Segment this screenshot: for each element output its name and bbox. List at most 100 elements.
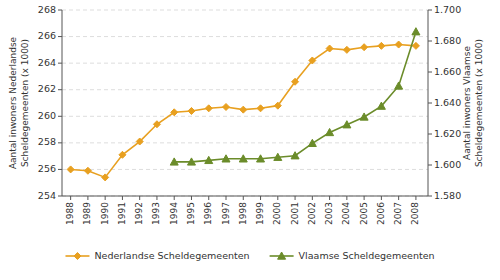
y-tick-label: 264: [38, 57, 56, 68]
data-point: [343, 121, 351, 128]
chart: 2542562582602622642662681.5801.6001.6201…: [0, 0, 500, 280]
data-point: [326, 45, 333, 52]
data-point: [205, 105, 212, 112]
x-tick-label: 1992: [134, 202, 144, 225]
x-tick: [122, 196, 123, 200]
y2-tick: [428, 196, 432, 197]
y-axis-label-group: Aantal inwoners NederlandseScheldegemeen…: [8, 36, 30, 169]
grid-line: [62, 63, 428, 64]
y2-tick-label: 1.580: [434, 190, 461, 201]
data-point: [102, 174, 109, 181]
x-tick-label: 1997: [221, 202, 231, 225]
data-point: [274, 153, 282, 160]
data-point: [291, 152, 299, 159]
x-tick: [364, 196, 365, 200]
data-point: [395, 82, 403, 89]
y2-tick-label: 1.620: [434, 128, 461, 139]
y-tick: [58, 169, 62, 170]
data-point: [361, 44, 368, 51]
x-tick-label: 1999: [255, 202, 265, 225]
y-tick-label: 268: [38, 4, 56, 15]
y2-tick: [428, 10, 432, 11]
series: [170, 28, 420, 165]
x-tick: [312, 196, 313, 200]
y2-tick-label: 1.680: [434, 35, 461, 46]
data-point: [395, 41, 402, 48]
x-tick: [295, 196, 296, 200]
data-point: [377, 102, 385, 109]
x-tick-label: 2006: [376, 202, 386, 225]
x-tick-label: 2008: [410, 202, 420, 225]
x-tick: [87, 196, 88, 200]
y2-tick-label: 1.700: [434, 4, 461, 15]
y2-tick: [428, 134, 432, 135]
x-axis-line: [62, 196, 428, 197]
x-tick-label: 1995: [186, 202, 196, 225]
legend-marker: [278, 252, 286, 259]
data-point: [84, 167, 91, 174]
y2-tick-label: 1.660: [434, 66, 461, 77]
data-point: [188, 107, 195, 114]
grid-line: [62, 142, 428, 143]
y2-tick: [428, 165, 432, 166]
y2-tick-label: 1.600: [434, 159, 461, 170]
data-point: [292, 78, 299, 85]
x-tick: [381, 196, 382, 200]
plot-area: [67, 28, 420, 181]
x-tick-label: 1988: [65, 202, 75, 225]
x-tick-label: 2000: [272, 202, 282, 225]
grid: [62, 10, 428, 196]
x-tick: [191, 196, 192, 200]
y-tick-label: 262: [38, 83, 56, 94]
x-tick-label: 2004: [341, 202, 351, 225]
x-tick-label: 2003: [324, 202, 334, 225]
x-tick: [260, 196, 261, 200]
data-point: [412, 42, 419, 49]
y-tick: [58, 36, 62, 37]
x-tick: [243, 196, 244, 200]
y2-axis-label-line: Scheldegemeenten (x 1000): [474, 39, 484, 167]
data-point: [223, 103, 230, 110]
x-tick-label: 1998: [238, 202, 248, 225]
y-tick-label: 266: [38, 30, 56, 41]
y-tick-label: 254: [38, 190, 56, 201]
data-point: [222, 155, 230, 162]
y2-tick: [428, 72, 432, 73]
y-tick: [58, 196, 62, 197]
data-point: [412, 28, 420, 35]
legend-label: Nederlandse Scheldegemeenten: [94, 250, 249, 261]
x-tick-label: 2001: [290, 202, 300, 225]
x-tick: [139, 196, 140, 200]
x-tick-label: 1994: [169, 202, 179, 225]
data-point: [378, 42, 385, 49]
x-tick: [415, 196, 416, 200]
series-line: [71, 45, 416, 178]
x-tick: [226, 196, 227, 200]
x-tick-label: 1990: [100, 202, 110, 225]
data-point: [274, 102, 281, 109]
data-point: [170, 158, 178, 165]
data-point: [119, 151, 126, 158]
background: [0, 0, 500, 280]
y-tick: [58, 63, 62, 64]
y-axis-line: [62, 10, 63, 196]
grid-line: [62, 116, 428, 117]
x-tick-label: 1996: [203, 202, 213, 225]
legend-label: Vlaamse Scheldegemeenten: [299, 250, 435, 261]
x-tick: [174, 196, 175, 200]
data-point: [136, 138, 143, 145]
y-tick: [58, 142, 62, 143]
legend-marker: [74, 253, 81, 260]
x-tick-label: 2007: [393, 202, 403, 225]
y2-axis-label-line: Aantal inwoners Vlaamse: [462, 46, 472, 160]
data-point: [360, 113, 368, 120]
x-tick: [329, 196, 330, 200]
x-tick-label: 1991: [117, 202, 127, 225]
data-point: [308, 139, 316, 146]
data-point: [153, 121, 160, 128]
data-point: [309, 57, 316, 64]
y-tick: [58, 116, 62, 117]
x-tick-label: 2002: [307, 202, 317, 225]
y-tick: [58, 89, 62, 90]
y2-axis-label-group: Aantal inwoners VlaamseScheldegemeenten …: [462, 39, 484, 167]
